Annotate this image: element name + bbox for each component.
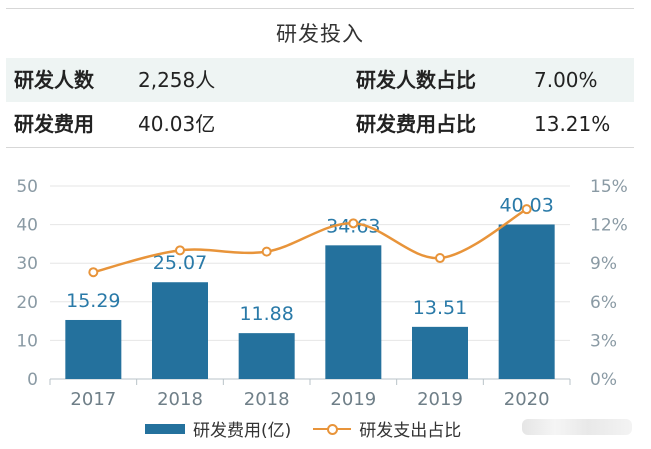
bar-value-label: 15.29 <box>66 290 120 312</box>
y-right-tick-label: 9% <box>590 254 617 274</box>
y-right-tick-label: 12% <box>590 216 628 236</box>
ratio-point <box>175 245 185 256</box>
stat-label-expense: 研发费用 <box>14 112 94 136</box>
stat-label-headcount: 研发人数 <box>14 68 94 92</box>
legend-line-swatch <box>313 423 352 435</box>
y-right-tick-label: 3% <box>590 331 617 351</box>
y-right-tick-label: 0% <box>590 370 617 390</box>
x-tick-label: 2019 <box>417 389 463 410</box>
stats-row-1: 研发人数 2,258人 研发人数占比 7.00% <box>6 58 634 102</box>
bar-value-label: 13.51 <box>413 297 467 319</box>
y-left-tick-label: 40 <box>16 216 38 236</box>
stats-row-2: 研发费用 40.03亿 研发费用占比 13.21% <box>6 102 634 146</box>
x-tick-label: 2019 <box>330 389 376 410</box>
section-header: 研发投入 <box>6 8 634 58</box>
blurred-watermark <box>522 419 632 435</box>
legend-line-label: 研发支出占比 <box>359 421 462 441</box>
section-title: 研发投入 <box>276 22 364 46</box>
y-left-tick-label: 50 <box>16 177 38 197</box>
y-left-tick-label: 10 <box>16 331 38 351</box>
ratio-line <box>93 208 528 274</box>
stat-value-expense-ratio: 13.21% <box>534 112 611 136</box>
stats-bottom-divider <box>6 147 634 148</box>
bar <box>498 224 555 379</box>
stat-value-expense: 40.03亿 <box>138 112 216 136</box>
stat-value-headcount: 2,258人 <box>138 68 216 92</box>
bar <box>238 333 295 379</box>
x-tick-label: 2017 <box>70 389 116 410</box>
stat-label-expense-ratio: 研发费用占比 <box>356 112 476 136</box>
bar <box>152 282 208 379</box>
ratio-point <box>521 204 532 215</box>
y-left-tick-label: 20 <box>16 293 38 313</box>
ratio-point <box>261 246 272 257</box>
ratio-point <box>88 267 99 278</box>
stat-value-headcount-ratio: 7.00% <box>534 68 598 92</box>
ratio-point <box>348 218 359 229</box>
chart-legend: 研发费用(亿) 研发支出占比 <box>145 416 461 441</box>
bar <box>412 326 468 379</box>
y-right-tick-label: 15% <box>590 177 628 197</box>
y-left-tick-label: 0 <box>27 370 38 390</box>
x-tick-label: 2020 <box>504 389 550 410</box>
bar <box>325 245 382 379</box>
legend-bar-label: 研发费用(亿) <box>193 421 292 441</box>
legend-bar-swatch <box>145 423 185 434</box>
top-divider <box>6 8 634 9</box>
x-tick-label: 2018 <box>157 389 203 410</box>
bar-value-label: 11.88 <box>239 303 293 325</box>
stat-label-headcount-ratio: 研发人数占比 <box>356 68 476 92</box>
y-left-tick-label: 30 <box>16 254 38 274</box>
x-tick-label: 2018 <box>244 389 290 410</box>
bar-value-label: 25.07 <box>153 252 207 274</box>
bar <box>65 319 122 379</box>
ratio-point <box>435 253 445 264</box>
y-right-tick-label: 6% <box>590 293 617 313</box>
